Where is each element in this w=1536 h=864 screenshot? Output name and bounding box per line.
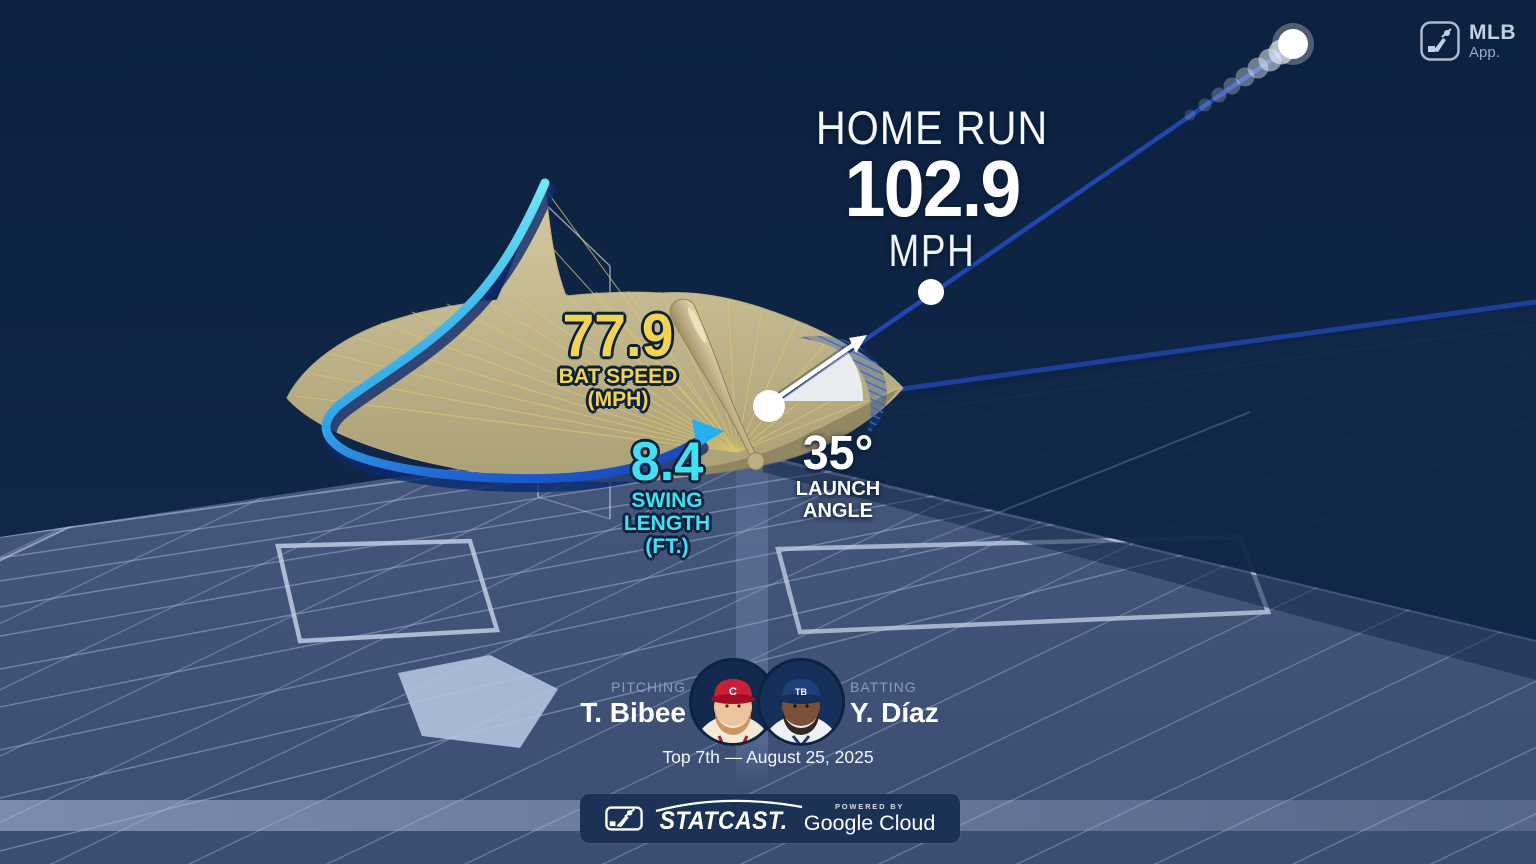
outfield-shadow-wedge	[763, 302, 1536, 640]
launch-angle-label2: ANGLE	[803, 500, 873, 522]
mlb-app-suffix: App.	[1469, 44, 1500, 61]
swing-path-arrowhead	[692, 419, 724, 448]
ball-lead	[1278, 29, 1308, 59]
event-label: HOME RUN	[815, 101, 1049, 154]
swing-length-label1: SWING	[631, 489, 703, 512]
batting-label: BATTING	[850, 679, 917, 695]
batter-name: Y. Díaz	[850, 697, 939, 728]
pitcher-info: PITCHING T. Bibee	[478, 679, 686, 729]
exit-velocity-unit: MPH	[888, 225, 976, 276]
bat-speed-label: BAT SPEED	[558, 365, 678, 388]
bat-speed-value: 77.9	[562, 302, 674, 369]
launch-angle-label1: LAUNCH	[795, 478, 881, 500]
result-block: HOME RUN 102.9 MPH	[800, 104, 1064, 274]
ball-mid-flight	[918, 279, 944, 305]
launch-angle-value: 35°	[802, 427, 874, 480]
pitcher-cap-logo: C	[729, 686, 737, 698]
launch-angle-wedge	[779, 352, 864, 401]
outfield-shadow-fade	[763, 458, 1536, 680]
batter-cap-logo: TB	[795, 687, 807, 697]
foul-line	[899, 411, 1251, 553]
mlb-app-badge: MLB App.	[1420, 21, 1516, 61]
game-situation: Top 7th — August 25, 2025	[662, 747, 874, 767]
exit-velocity-value: 102.9	[844, 144, 1022, 233]
swing-path	[321, 178, 724, 493]
swing-length-block: 8.4 SWING LENGTH (FT.)	[623, 430, 711, 559]
ball-contact	[753, 390, 785, 422]
ball-trail	[1184, 39, 1294, 121]
batters-box-left	[275, 538, 500, 644]
statcast-footer: STATCAST. POWERED BY Google Cloud	[580, 794, 960, 843]
swing-length-value: 8.4	[630, 430, 704, 492]
mlb-app-brand: MLB	[1469, 21, 1516, 44]
post-contact-hatch	[796, 335, 887, 436]
pitcher-avatar: C	[689, 658, 777, 746]
home-plate	[398, 655, 558, 748]
google-cloud-wordmark: Google Cloud	[803, 810, 936, 835]
statcast-swoosh	[655, 799, 802, 813]
batter-avatar: TB	[757, 658, 845, 746]
statcast-wordmark-wrap: STATCAST.	[654, 799, 802, 836]
powered-by-label: POWERED BY	[834, 802, 905, 811]
mlb-logo-icon	[604, 806, 643, 831]
swing-length-label2: LENGTH	[623, 512, 711, 536]
pitching-label: PITCHING	[611, 679, 686, 695]
pitcher-name: T. Bibee	[580, 697, 686, 728]
batter-info: BATTING Y. Díaz	[850, 679, 1090, 729]
bat-speed-unit: (MPH)	[587, 387, 649, 411]
ball-trajectory	[777, 23, 1314, 401]
swing-length-unit: (FT.)	[645, 535, 689, 559]
bat-speed-block: 77.9 BAT SPEED (MPH)	[559, 306, 678, 411]
mlb-app-icon	[1420, 21, 1460, 61]
mlb-app-text: MLB App.	[1469, 22, 1516, 60]
launch-angle-block: 35° LAUNCH ANGLE	[795, 427, 881, 523]
launch-angle-annotation	[753, 335, 867, 422]
launch-arrowhead	[849, 335, 867, 353]
google-cloud-block: POWERED BY Google Cloud	[804, 803, 935, 834]
bat	[669, 298, 765, 471]
statcast-wordmark: STATCAST.	[659, 807, 788, 835]
